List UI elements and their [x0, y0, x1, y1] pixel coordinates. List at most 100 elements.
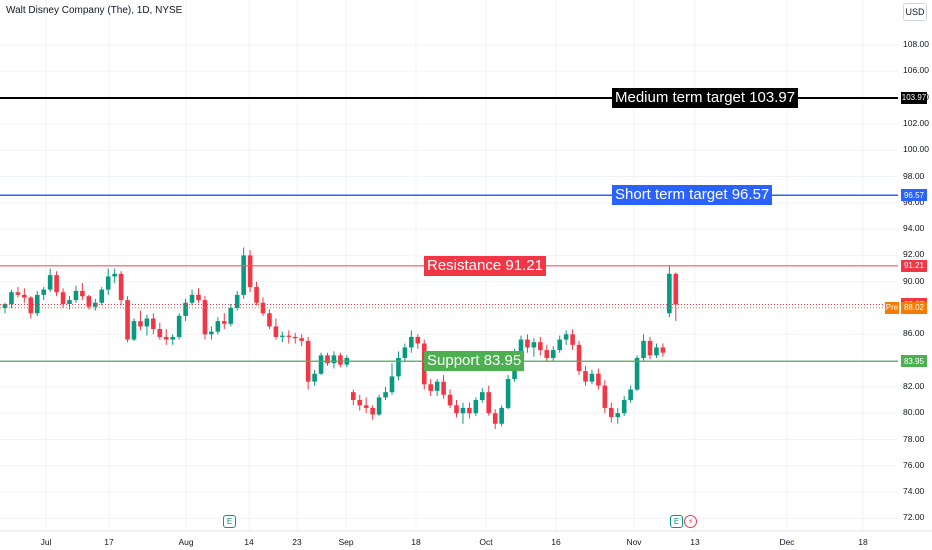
candle — [589, 369, 595, 385]
candle-body — [628, 389, 633, 401]
candle-body — [596, 373, 601, 386]
candle-body — [286, 335, 292, 337]
candle-body — [505, 379, 511, 408]
candle — [370, 405, 375, 420]
candle — [228, 304, 234, 327]
candle — [531, 338, 537, 357]
candle — [550, 346, 556, 361]
candle-body — [228, 308, 234, 324]
candle-body — [267, 313, 272, 327]
y-tick-label: 82.00 — [903, 380, 925, 391]
candle-body — [280, 335, 285, 337]
candle — [73, 285, 79, 303]
y-tick-label: 90.00 — [903, 275, 925, 286]
candle-body — [273, 326, 279, 337]
y-tick-label: 98.00 — [903, 170, 925, 181]
candle — [312, 369, 317, 386]
candle-body — [105, 276, 111, 290]
candle-body — [357, 400, 363, 406]
candle — [305, 336, 311, 390]
candle — [460, 402, 466, 424]
candle — [538, 336, 543, 356]
candle — [415, 334, 421, 349]
candle-body — [447, 394, 453, 406]
candle-body — [125, 300, 130, 340]
candle-body — [41, 289, 46, 295]
candle-body — [402, 347, 408, 358]
medium-target-label[interactable]: Medium term target 103.97 — [612, 87, 799, 108]
candle-body — [428, 384, 433, 391]
earnings-icon[interactable]: E — [670, 515, 683, 528]
candle-body — [609, 407, 614, 418]
candle-body — [189, 294, 195, 303]
support-label[interactable]: Support 83.95 — [424, 351, 525, 372]
earnings-icon[interactable]: E — [223, 515, 236, 528]
candle-body — [583, 371, 588, 382]
candle-body — [151, 318, 156, 330]
candle — [105, 268, 111, 295]
candle — [286, 330, 292, 344]
candle — [260, 297, 266, 316]
candle — [576, 340, 582, 376]
candle-body — [163, 336, 169, 340]
support-price-tag: 83.95 — [901, 355, 927, 368]
candle — [241, 247, 246, 299]
candle-body — [138, 321, 143, 327]
candle — [163, 329, 169, 345]
y-tick-label: 76.00 — [903, 459, 925, 470]
resistance-label[interactable]: Resistance 91.21 — [424, 255, 546, 276]
y-tick-label: 72.00 — [903, 512, 925, 523]
symbol-title[interactable]: Walt Disney Company (The), 1D, NYSE — [6, 5, 183, 16]
y-tick-label: 106.00 — [903, 65, 929, 76]
candle-body — [80, 290, 85, 297]
candle — [621, 396, 627, 416]
candle — [254, 281, 259, 306]
candle — [138, 310, 143, 331]
candle — [176, 313, 182, 340]
y-tick-label: 108.00 — [903, 39, 929, 49]
candle — [376, 394, 382, 416]
candle-body — [589, 373, 595, 382]
candle — [363, 397, 369, 414]
candle-body — [2, 304, 8, 308]
resistance-price-tag: 91.21 — [901, 259, 927, 272]
candle-body — [667, 273, 672, 314]
candle-body — [396, 357, 401, 377]
candle — [492, 409, 498, 429]
candle-body — [93, 302, 98, 307]
candle — [615, 407, 621, 424]
candle — [292, 332, 298, 344]
candle — [54, 271, 59, 297]
candle — [170, 334, 175, 345]
candle — [34, 290, 40, 316]
candle-body — [209, 331, 214, 335]
candle — [247, 250, 253, 293]
candle — [480, 388, 485, 403]
candle-body — [312, 373, 317, 382]
candle-body — [118, 273, 124, 301]
candle-body — [370, 407, 375, 415]
candle-body — [538, 342, 543, 351]
candle-body — [434, 381, 440, 391]
candle — [609, 402, 614, 423]
candle — [596, 368, 601, 390]
short-target-label[interactable]: Short term target 96.57 — [612, 185, 773, 206]
candle — [331, 351, 337, 369]
candle — [60, 288, 66, 308]
candle-body — [176, 315, 182, 337]
dividend-icon[interactable]: ⚡ — [684, 515, 697, 528]
candle-body — [9, 292, 14, 305]
y-tick-label: 100.00 — [903, 144, 929, 155]
candle-body — [376, 397, 382, 415]
candle — [80, 283, 85, 301]
candle-body — [550, 350, 556, 358]
candle — [99, 286, 105, 306]
currency-button[interactable]: USD — [903, 3, 927, 21]
candle — [454, 400, 459, 418]
candle-body — [673, 273, 679, 305]
candle-body — [480, 392, 485, 401]
x-tick-label: Sep — [338, 537, 354, 547]
candle — [447, 389, 453, 408]
candle-body — [544, 350, 550, 358]
x-tick-label: 23 — [292, 537, 302, 547]
